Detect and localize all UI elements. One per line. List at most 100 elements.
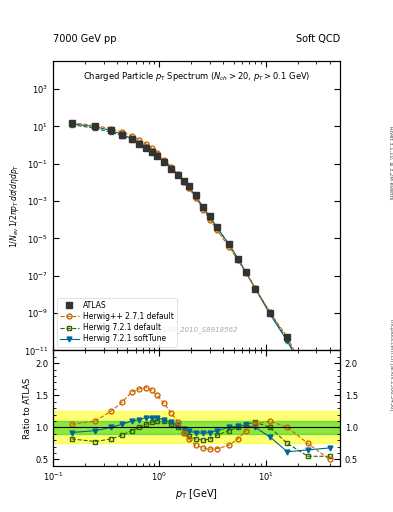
Herwig 7.2.1 default (149, 148, 154, 155)
Line: ATLAS: ATLAS (69, 120, 332, 409)
ATLAS (162, 159, 166, 165)
ATLAS (193, 193, 198, 199)
ATLAS (306, 372, 310, 378)
Herwig 7.2.1 default (154, 153, 159, 159)
Herwig 7.2.1 default (253, 285, 258, 291)
Herwig 7.2.1 softTune (176, 172, 180, 178)
Herwig 7.2.1 default (201, 205, 206, 211)
ATLAS (253, 286, 258, 292)
Herwig 7.2.1 softTune (208, 214, 213, 220)
Herwig 7.2.1 default (93, 125, 98, 132)
Herwig++ 2.7.1 default (154, 150, 159, 156)
ATLAS (268, 310, 272, 316)
Herwig 7.2.1 softTune (70, 121, 74, 127)
Herwig++ 2.7.1 default (129, 133, 134, 139)
Herwig++ 2.7.1 default (187, 185, 191, 191)
Herwig 7.2.1 softTune (306, 375, 310, 381)
Text: Charged Particle $p_\mathrm{T}$ Spectrum ($N_{ch} > 20$, $p_\mathrm{T} > 0.1$ Ge: Charged Particle $p_\mathrm{T}$ Spectrum… (83, 70, 310, 83)
ATLAS (182, 178, 186, 184)
Herwig 7.2.1 default (120, 133, 125, 139)
Herwig 7.2.1 softTune (144, 144, 149, 150)
ATLAS (108, 127, 113, 134)
Herwig++ 2.7.1 default (137, 137, 142, 143)
Herwig 7.2.1 softTune (137, 140, 142, 146)
ATLAS (208, 214, 213, 220)
Herwig 7.2.1 default (144, 144, 149, 151)
Herwig 7.2.1 softTune (253, 286, 258, 292)
Herwig++ 2.7.1 default (268, 309, 272, 315)
ATLAS (327, 403, 332, 410)
Herwig 7.2.1 softTune (243, 269, 248, 275)
Herwig++ 2.7.1 default (236, 258, 241, 264)
Herwig++ 2.7.1 default (182, 179, 186, 185)
Herwig 7.2.1 softTune (169, 165, 174, 171)
Herwig 7.2.1 softTune (215, 224, 220, 230)
Herwig++ 2.7.1 default (176, 171, 180, 177)
ATLAS (154, 153, 159, 159)
Herwig++ 2.7.1 default (306, 374, 310, 380)
Herwig 7.2.1 default (187, 185, 191, 191)
Herwig 7.2.1 softTune (149, 148, 154, 154)
Y-axis label: Ratio to ATLAS: Ratio to ATLAS (23, 377, 32, 439)
Herwig 7.2.1 softTune (285, 338, 290, 344)
Herwig++ 2.7.1 default (193, 195, 198, 201)
Herwig 7.2.1 softTune (93, 124, 98, 130)
ATLAS (144, 145, 149, 151)
Herwig 7.2.1 default (176, 172, 180, 178)
Herwig 7.2.1 softTune (108, 127, 113, 134)
Herwig 7.2.1 default (182, 179, 186, 185)
ATLAS (70, 120, 74, 126)
Herwig 7.2.1 default (70, 121, 74, 127)
Herwig 7.2.1 default (137, 140, 142, 146)
Herwig 7.2.1 softTune (327, 407, 332, 413)
Herwig 7.2.1 softTune (120, 132, 125, 138)
Herwig++ 2.7.1 default (226, 244, 231, 250)
Herwig 7.2.1 softTune (154, 152, 159, 158)
Herwig 7.2.1 default (226, 241, 231, 247)
Text: Rivet 3.1.10, ≥ 3.2M events: Rivet 3.1.10, ≥ 3.2M events (389, 126, 393, 199)
Herwig++ 2.7.1 default (208, 217, 213, 223)
Herwig 7.2.1 default (268, 310, 272, 316)
ATLAS (285, 334, 290, 340)
Herwig 7.2.1 default (193, 194, 198, 200)
Line: Herwig 7.2.1 default: Herwig 7.2.1 default (69, 122, 332, 414)
ATLAS (149, 149, 154, 155)
ATLAS (236, 256, 241, 262)
Herwig++ 2.7.1 default (70, 120, 74, 126)
ATLAS (215, 224, 220, 230)
Herwig 7.2.1 default (215, 225, 220, 231)
Text: mcplots.cern.ch [arXiv:1306.3436]: mcplots.cern.ch [arXiv:1306.3436] (389, 319, 393, 411)
Herwig 7.2.1 softTune (268, 311, 272, 317)
Herwig 7.2.1 softTune (201, 204, 206, 210)
ATLAS (129, 136, 134, 142)
Herwig++ 2.7.1 default (327, 409, 332, 415)
ATLAS (201, 204, 206, 210)
Herwig 7.2.1 softTune (236, 255, 241, 262)
Bar (53, 411, 340, 443)
Herwig 7.2.1 softTune (226, 241, 231, 247)
Text: ATLAS_2010_S8918562: ATLAS_2010_S8918562 (155, 326, 238, 333)
Bar (53, 421, 340, 434)
Legend: ATLAS, Herwig++ 2.7.1 default, Herwig 7.2.1 default, Herwig 7.2.1 softTune: ATLAS, Herwig++ 2.7.1 default, Herwig 7.… (57, 297, 177, 347)
Herwig 7.2.1 default (169, 165, 174, 171)
Herwig++ 2.7.1 default (162, 157, 166, 163)
Herwig 7.2.1 default (208, 215, 213, 221)
X-axis label: $p_\mathrm{T}$ [GeV]: $p_\mathrm{T}$ [GeV] (175, 487, 218, 501)
Herwig 7.2.1 default (129, 137, 134, 143)
Herwig++ 2.7.1 default (169, 164, 174, 170)
Herwig 7.2.1 default (243, 269, 248, 275)
ATLAS (93, 123, 98, 130)
Herwig++ 2.7.1 default (253, 285, 258, 291)
Herwig 7.2.1 softTune (182, 178, 186, 184)
Herwig++ 2.7.1 default (120, 129, 125, 135)
Line: Herwig++ 2.7.1 default: Herwig++ 2.7.1 default (69, 120, 332, 414)
Herwig++ 2.7.1 default (285, 334, 290, 340)
Herwig++ 2.7.1 default (243, 270, 248, 276)
Herwig++ 2.7.1 default (149, 145, 154, 152)
Herwig 7.2.1 default (327, 408, 332, 414)
Herwig++ 2.7.1 default (201, 207, 206, 213)
ATLAS (226, 241, 231, 247)
Herwig 7.2.1 softTune (187, 184, 191, 190)
ATLAS (169, 165, 174, 172)
Herwig++ 2.7.1 default (215, 227, 220, 233)
